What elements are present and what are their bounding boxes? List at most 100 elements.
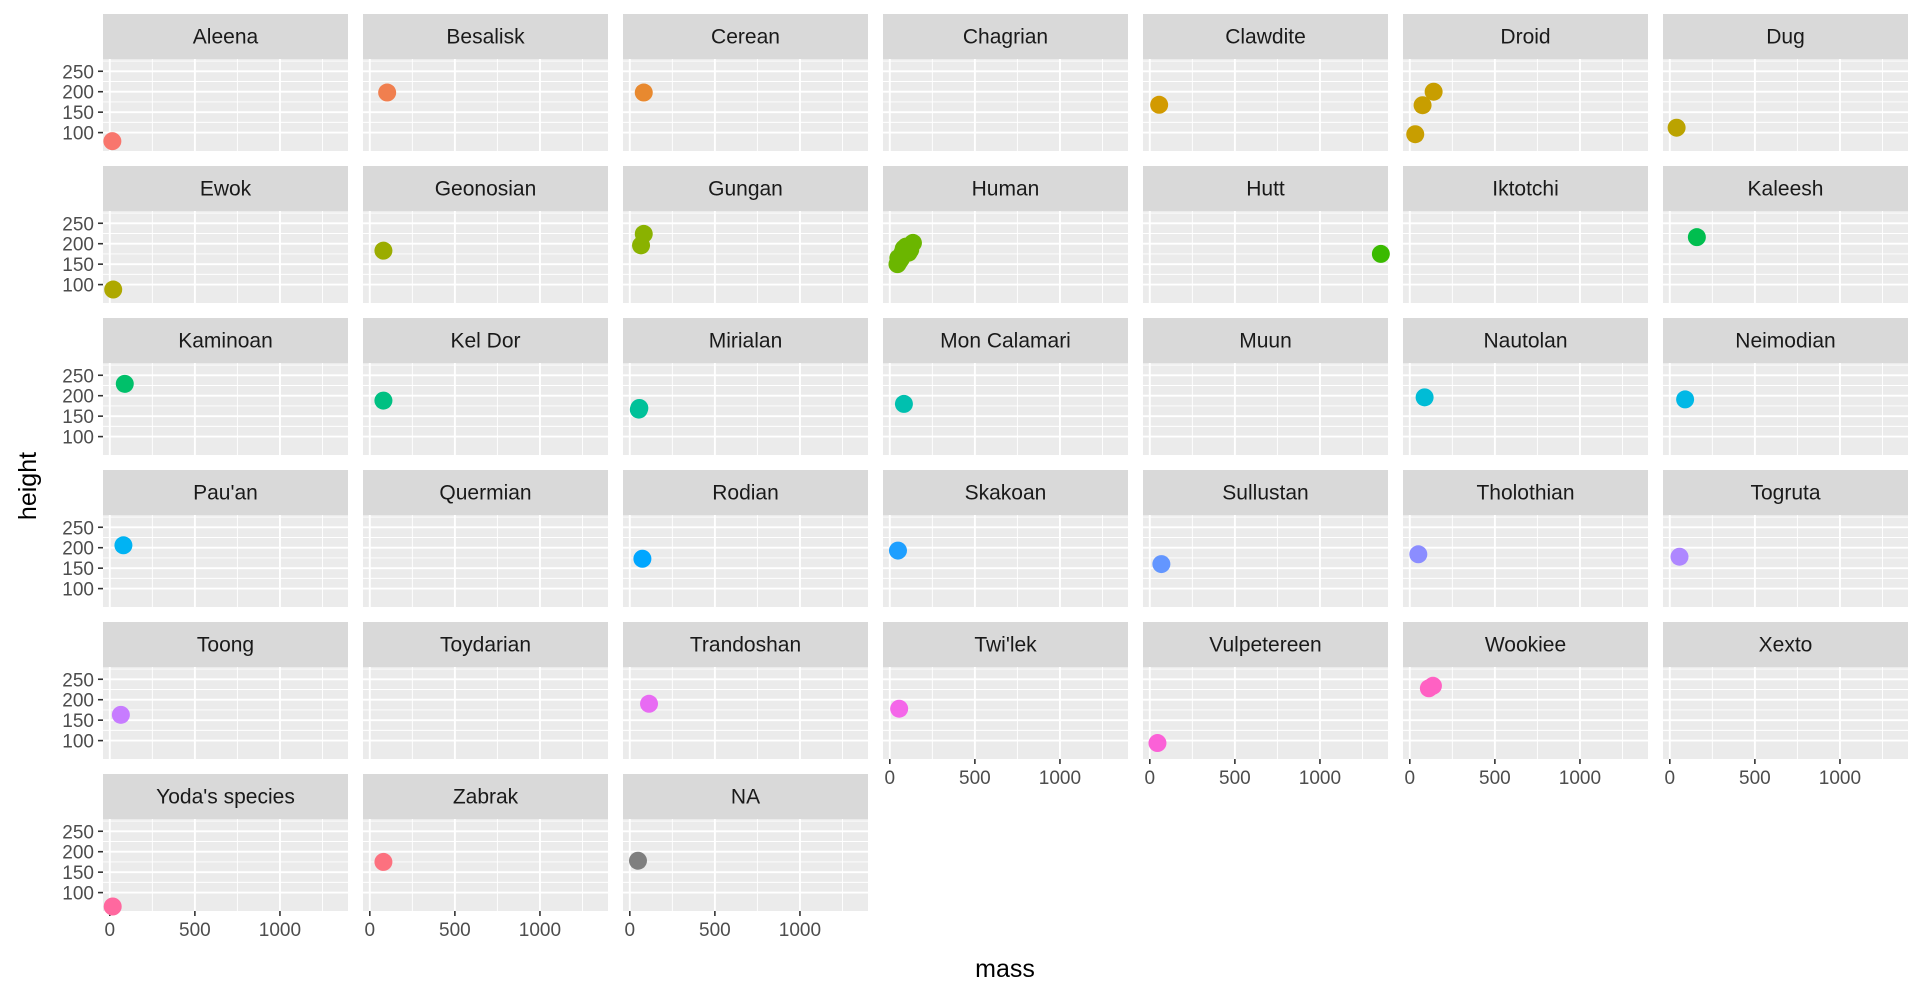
facet-strip [883, 166, 1128, 211]
y-tick-label: 100 [62, 732, 94, 753]
panel-background [1403, 363, 1648, 455]
panel-background [1143, 363, 1388, 455]
facet-strip [883, 318, 1128, 363]
y-tick-label: 150 [62, 711, 94, 732]
facet-strip [883, 622, 1128, 667]
facet-panel-mon-calamari: Mon Calamari [883, 318, 1128, 455]
panel-background [103, 59, 348, 151]
facet-panel-xexto: Xexto 0 500 1000 [1663, 622, 1908, 789]
facet-label: Iktotchi [1492, 178, 1559, 201]
facet-label: Skakoan [965, 482, 1047, 505]
facet-strip [103, 14, 348, 59]
y-tick-label: 200 [62, 539, 94, 560]
data-point-kel-dor-0 [374, 391, 393, 410]
y-tick-label: 100 [62, 580, 94, 601]
facet-panel-clawdite: Clawdite [1143, 14, 1388, 151]
facet-panel-chagrian: Chagrian [883, 14, 1128, 151]
facet-panel-togruta: Togruta [1663, 470, 1908, 607]
facet-label: Twi'lek [974, 634, 1037, 657]
x-tick-label: 1000 [779, 920, 821, 941]
facet-label: Droid [1500, 26, 1550, 49]
data-point-togruta-0 [1670, 547, 1689, 566]
data-point-vulpetereen-0 [1148, 734, 1167, 753]
data-point-droid-0 [1406, 125, 1425, 144]
facet-strip [1403, 622, 1648, 667]
x-axis-title: mass [975, 955, 1035, 983]
data-point-skakoan-0 [888, 541, 907, 560]
facet-label: Besalisk [446, 26, 525, 49]
facet-panel-hutt: Hutt [1143, 166, 1390, 303]
facet-strip [883, 470, 1128, 515]
facet-panel-kaleesh: Kaleesh [1663, 166, 1908, 303]
facet-panel-besalisk: Besalisk [363, 14, 608, 151]
y-tick-label: 100 [62, 428, 94, 449]
facet-label: Neimodian [1735, 330, 1835, 353]
panel-background [1403, 211, 1648, 303]
facet-strip [1143, 622, 1388, 667]
data-point-rodian-0 [633, 549, 652, 568]
data-point-droid-2 [1424, 82, 1443, 101]
data-point-cerean-0 [634, 83, 653, 102]
facet-strip [1143, 14, 1388, 59]
facet-panel-gungan: Gungan [623, 166, 868, 303]
panel-background [883, 363, 1128, 455]
facet-panel-nautolan: Nautolan [1403, 318, 1648, 455]
y-tick-label: 200 [62, 235, 94, 256]
facet-panel-mirialan: Mirialan [623, 318, 868, 455]
facet-panel-na: NA 0 500 1000 [623, 774, 868, 941]
facet-strip [623, 318, 868, 363]
y-tick-label: 100 [62, 884, 94, 905]
facet-panel-cerean: Cerean [623, 14, 868, 151]
facet-strip [1403, 470, 1648, 515]
y-tick-label: 250 [62, 822, 94, 843]
facet-label: Tholothian [1476, 482, 1574, 505]
facet-panel-iktotchi: Iktotchi [1403, 166, 1648, 303]
facet-strip [623, 622, 868, 667]
facet-strip [1403, 166, 1648, 211]
panel-background [1403, 667, 1648, 759]
facet-strip [103, 318, 348, 363]
facet-label: Xexto [1759, 634, 1813, 657]
facet-panel-vulpetereen: Vulpetereen 0 500 1000 [1143, 622, 1388, 789]
panel-background [1143, 667, 1388, 759]
facet-label: Aleena [193, 26, 259, 49]
panel-background [623, 211, 868, 303]
y-tick-label: 250 [62, 670, 94, 691]
data-point-neimodian-0 [1676, 390, 1695, 409]
x-tick-label: 0 [1405, 768, 1416, 789]
x-tick-label: 0 [885, 768, 896, 789]
facet-strip [103, 622, 348, 667]
data-point-clawdite-0 [1150, 95, 1169, 114]
data-point-sullustan-0 [1152, 555, 1171, 574]
data-point-twi-lek-0 [890, 699, 909, 718]
data-point-tholothian-0 [1409, 545, 1428, 564]
facet-panel-skakoan: Skakoan [883, 470, 1128, 607]
panel-background [1143, 211, 1388, 303]
panel-background [1403, 59, 1648, 151]
x-tick-label: 0 [1145, 768, 1156, 789]
facet-label: Kaminoan [178, 330, 273, 353]
facet-panel-quermian: Quermian [363, 470, 608, 607]
panel-background [1663, 59, 1908, 151]
data-point-kaminoan-0 [115, 374, 134, 393]
facet-strip [1663, 470, 1908, 515]
facet-strip [363, 14, 608, 59]
facet-panel-kel-dor: Kel Dor [363, 318, 608, 455]
panel-background [363, 211, 608, 303]
facet-label: Ewok [200, 178, 252, 201]
facet-label: Hutt [1246, 178, 1285, 201]
facet-label: Mirialan [709, 330, 783, 353]
facet-label: Zabrak [453, 786, 519, 809]
data-point-human-13 [903, 233, 922, 252]
facet-label: Togruta [1750, 482, 1820, 505]
data-point-geonosian-0 [374, 241, 393, 260]
facet-strip [363, 318, 608, 363]
x-tick-label: 500 [1739, 768, 1771, 789]
facet-panel-sullustan: Sullustan [1143, 470, 1388, 607]
facet-panel-neimodian: Neimodian [1663, 318, 1908, 455]
data-point-hutt-0 [1371, 244, 1390, 263]
